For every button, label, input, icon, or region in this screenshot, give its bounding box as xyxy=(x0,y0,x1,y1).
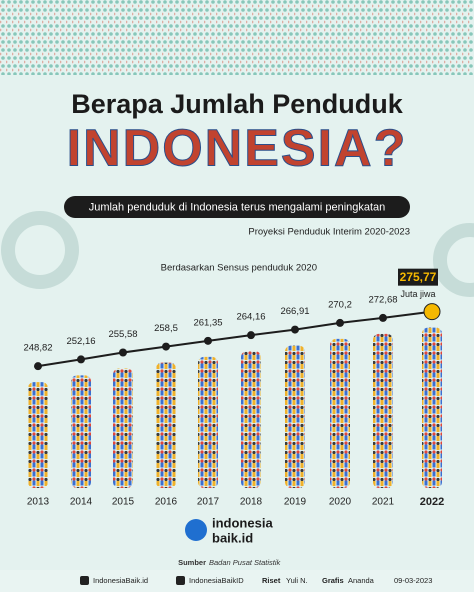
point xyxy=(247,331,255,340)
point xyxy=(379,313,387,322)
point xyxy=(119,348,127,357)
social: IndonesiaBaik.id xyxy=(93,576,148,585)
logo-icon xyxy=(185,519,207,541)
x-tick-label: 2016 xyxy=(155,497,178,508)
crowd-column xyxy=(241,351,261,488)
ring-decoration xyxy=(1,211,79,289)
value-label: 272,68 xyxy=(368,294,397,305)
footer: indonesia baik.id Sumber Badan Pusat Sta… xyxy=(0,515,474,592)
value-label: 264,16 xyxy=(236,312,265,323)
logo-text: baik.id xyxy=(212,530,253,545)
social-icon xyxy=(176,576,185,585)
point xyxy=(162,342,170,351)
x-tick-label: 2019 xyxy=(284,497,307,508)
x-tick-label: 2015 xyxy=(112,497,135,508)
value-label: 258,5 xyxy=(154,323,178,334)
crowd-column xyxy=(156,362,176,488)
value-label: 261,35 xyxy=(193,317,222,328)
social-icon xyxy=(80,576,89,585)
value-label: 252,16 xyxy=(66,336,95,347)
x-tick-label: 2022 xyxy=(420,496,444,508)
value-label: 255,58 xyxy=(108,329,137,340)
line xyxy=(37,310,433,368)
source-label: Sumber xyxy=(178,558,206,567)
crowd-column xyxy=(330,338,350,488)
date: 09-03-2023 xyxy=(394,576,432,585)
ring-decoration xyxy=(433,223,474,297)
design-label: Grafis xyxy=(322,576,344,585)
research: Yuli N. xyxy=(286,576,308,585)
x-tick-label: 2018 xyxy=(240,497,263,508)
point xyxy=(204,336,212,345)
crowd-column xyxy=(28,382,48,488)
value-label: 275,77 xyxy=(400,270,437,284)
social: IndonesiaBaikID xyxy=(189,576,244,585)
footer-bar xyxy=(0,570,474,592)
point xyxy=(77,355,85,364)
point xyxy=(291,325,299,334)
crowd-columns xyxy=(28,327,442,488)
x-tick-label: 2020 xyxy=(329,497,352,508)
annotation: Proyeksi Penduduk Interim 2020-2023 xyxy=(248,227,410,238)
design: Ananda xyxy=(348,576,375,585)
logo-text: indonesia xyxy=(212,515,273,530)
point xyxy=(34,362,42,371)
crowd-column xyxy=(113,368,133,488)
unit-label: Juta jiwa xyxy=(400,289,435,299)
x-tick-label: 2013 xyxy=(27,497,50,508)
value-label: 248,82 xyxy=(23,343,52,354)
chart-title: Berapa Jumlah Penduduk xyxy=(71,89,404,119)
source: Badan Pusat Statistik xyxy=(209,558,282,567)
annotation: Berdasarkan Sensus penduduk 2020 xyxy=(161,263,317,274)
value-label: 266,91 xyxy=(280,306,309,317)
subtitle: Jumlah penduduk di Indonesia terus menga… xyxy=(89,201,386,213)
crowd-decoration xyxy=(0,0,474,75)
subtitle-pill xyxy=(64,196,410,218)
crowd-column xyxy=(198,356,218,488)
research-label: Riset xyxy=(262,576,281,585)
point xyxy=(336,318,344,327)
crowd-column xyxy=(373,333,393,488)
x-tick-label: 2014 xyxy=(70,497,93,508)
crowd-column xyxy=(71,375,91,488)
x-tick-label: 2017 xyxy=(197,497,220,508)
value-label: 270,2 xyxy=(328,299,352,310)
value-label-box xyxy=(398,268,438,286)
chart-title-big: INDONESIA? xyxy=(67,120,408,178)
crowd-column xyxy=(285,345,305,488)
x-tick-label: 2021 xyxy=(372,497,395,508)
crowd-column xyxy=(422,327,442,488)
point xyxy=(423,303,441,321)
